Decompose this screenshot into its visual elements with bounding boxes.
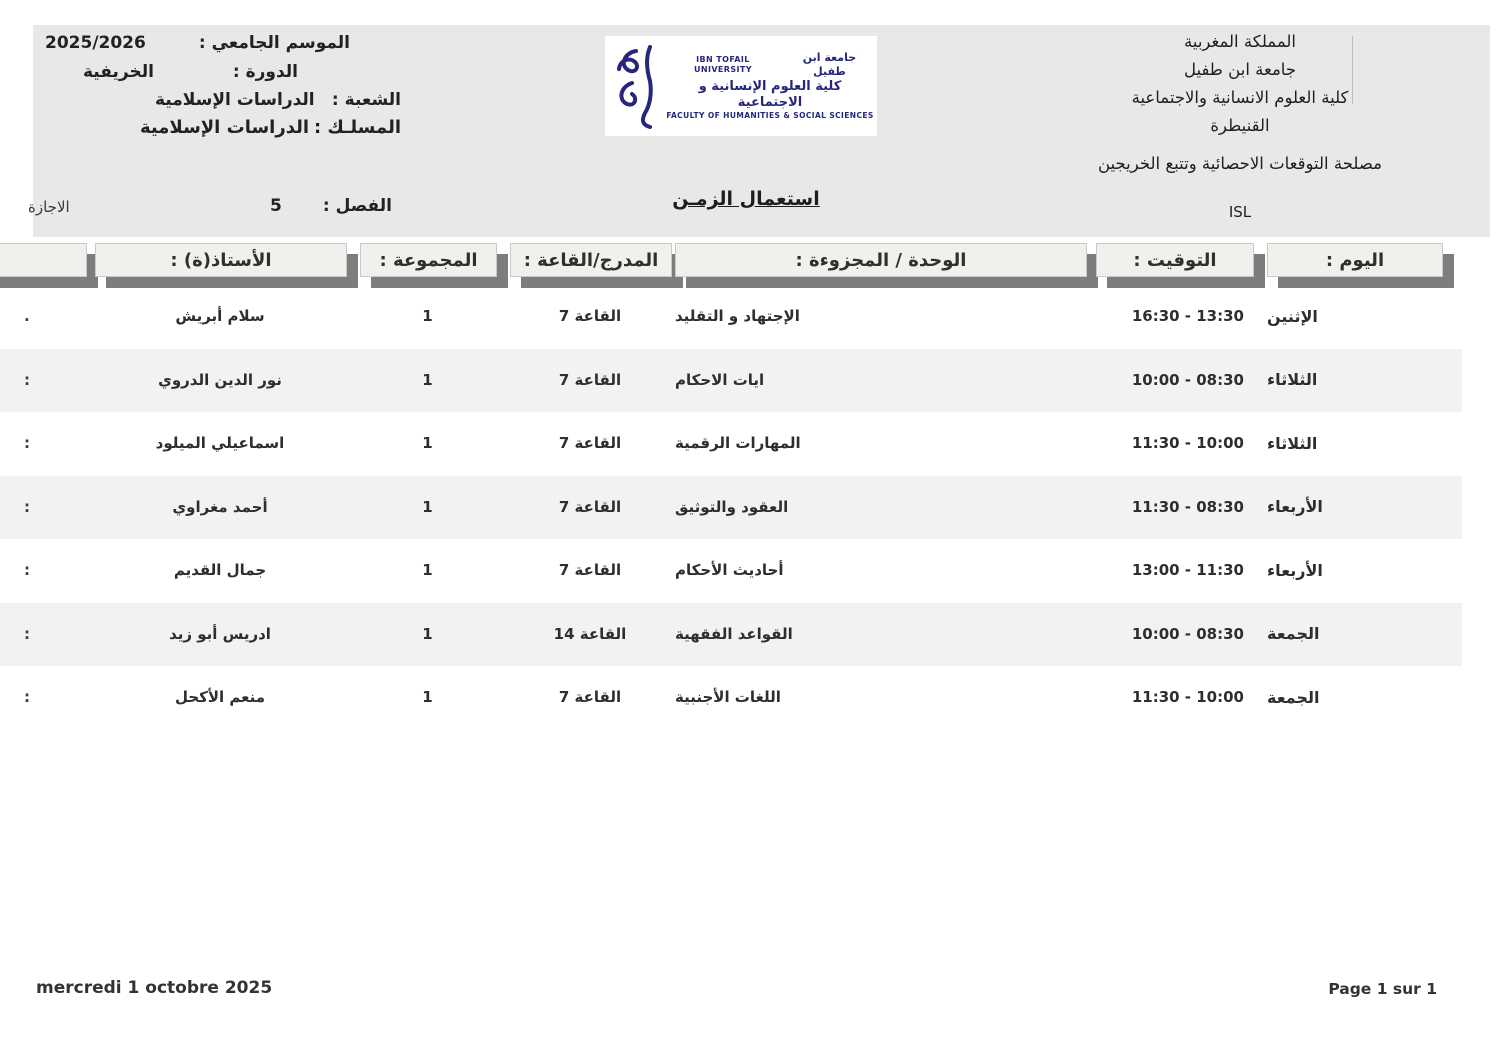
clipped-left-mark: : <box>24 561 30 579</box>
header-divider-line <box>1352 36 1353 104</box>
time-cell: 10:00 - 08:30 <box>1131 370 1244 389</box>
administration-block: المملكة المغربية جامعة ابن طفيل كلية الع… <box>1065 28 1415 226</box>
academic-year-line: الموسم الجامعي : 2025/2026 <box>45 33 350 53</box>
academic-year-value: 2025/2026 <box>45 33 146 53</box>
time-cell: 11:30 - 10:00 <box>1131 688 1244 706</box>
day-cell: الثلاثاء <box>1267 433 1318 453</box>
semester-line: الفصل : 5 <box>270 196 392 216</box>
branch-label: الشعبة : <box>331 90 401 110</box>
university-logo-mark <box>617 45 653 129</box>
group-cell: 1 <box>422 370 433 389</box>
room-cell: القاعة 7 <box>558 434 622 452</box>
logo-english-faculty: FACULTY OF HUMANITIES & SOCIAL SCIENCES <box>666 111 874 121</box>
department-line: مصلحة التوقعات الاحصائية وتتبع الخريجين <box>1097 154 1382 173</box>
professor-cell: أحمد مغراوي <box>172 497 268 516</box>
table-row: : منعم الأكحل 1 القاعة 7 اللغات الأجنبية… <box>0 666 1462 729</box>
time-cell: 11:30 - 08:30 <box>1131 497 1244 516</box>
university-line: جامعة ابن طفيل <box>1183 60 1297 79</box>
print-date: mercredi 1 octobre 2025 <box>36 978 273 998</box>
table-row: : جمال القديم 1 القاعة 7 أحاديث الأحكام … <box>0 539 1462 602</box>
group-cell: 1 <box>422 688 433 706</box>
unit-cell: الإجتهاد و التقليد <box>675 307 800 325</box>
clipped-left-mark: : <box>24 370 30 389</box>
professor-cell: سلام أبريش <box>175 307 265 325</box>
table-row: : ادريس أبو زيد 1 القاعة 14 القواعد الفق… <box>0 602 1462 666</box>
group-cell: 1 <box>422 307 433 325</box>
semester-value: 5 <box>270 196 282 216</box>
professor-cell: نور الدين الدروي <box>158 370 282 389</box>
time-cell: 16:30 - 13:30 <box>1131 307 1244 325</box>
column-header-group: المجموعة : <box>360 243 497 277</box>
logo-arabic-name: جامعة ابن طفيل <box>802 51 857 79</box>
group-cell: 1 <box>422 434 433 452</box>
column-header-day: اليوم : <box>1267 243 1443 277</box>
track-line: المسلـك : الدراسات الإسلامية <box>140 117 401 138</box>
academic-year-label: الموسم الجامعي : <box>198 33 350 53</box>
table-row: : أحمد مغراوي 1 القاعة 7 العقود والتوثيق… <box>0 475 1462 539</box>
logo-arabic-faculty: كلية العلوم الإنسانية و الاجتماعية <box>698 78 842 111</box>
faculty-line: كلية العلوم الانسانية والاجتماعية <box>1131 88 1349 107</box>
column-header-clipped <box>0 243 87 277</box>
table-row: : نور الدين الدروي 1 القاعة 7 ايات الاحك… <box>0 348 1462 412</box>
room-cell: القاعة 7 <box>558 688 622 706</box>
clipped-left-mark: . <box>24 307 30 325</box>
unit-cell: اللغات الأجنبية <box>675 688 781 706</box>
group-cell: 1 <box>422 624 433 643</box>
unit-cell: القواعد الفقهية <box>675 624 793 643</box>
clipped-left-mark: : <box>24 688 30 706</box>
day-cell: الجمعة <box>1267 624 1320 643</box>
logo-english-name: IBN TOFAIL UNIVERSITY <box>693 55 752 75</box>
time-cell: 13:00 - 11:30 <box>1131 561 1244 579</box>
city-line: القنيطرة <box>1210 116 1270 135</box>
session-value: الخريفية <box>83 62 154 82</box>
column-header-time: التوقيت : <box>1096 243 1254 277</box>
time-cell: 10:00 - 08:30 <box>1131 624 1244 643</box>
professor-cell: اسماعيلي الميلود <box>155 434 285 452</box>
room-cell: القاعة 7 <box>558 497 622 516</box>
day-cell: الأربعاء <box>1267 560 1323 580</box>
program-code: ISL <box>1228 203 1252 221</box>
room-cell: القاعة 7 <box>558 307 622 325</box>
session-line: الدورة : الخريفية <box>83 62 298 82</box>
unit-cell: العقود والتوثيق <box>675 497 789 516</box>
day-cell: الثلاثاء <box>1267 370 1318 389</box>
logo-name-line: IBN TOFAIL UNIVERSITY جامعة ابن طفيل <box>666 51 874 79</box>
degree-label: الاجازة <box>28 198 70 216</box>
clipped-left-mark: : <box>24 434 30 452</box>
day-cell: الجمعة <box>1267 687 1320 707</box>
room-cell: القاعة 14 <box>553 624 627 643</box>
day-cell: الأربعاء <box>1267 497 1323 516</box>
session-label: الدورة : <box>232 62 298 82</box>
track-label: المسلـك : <box>313 117 401 138</box>
group-cell: 1 <box>422 561 433 579</box>
professor-cell: جمال القديم <box>173 561 267 579</box>
group-cell: 1 <box>422 497 433 516</box>
unit-cell: المهارات الرقمية <box>675 434 801 452</box>
day-cell: الإثنين <box>1267 306 1318 326</box>
clipped-left-mark: : <box>24 497 30 516</box>
branch-value: الدراسات الإسلامية <box>155 90 315 110</box>
university-logo: IBN TOFAIL UNIVERSITY جامعة ابن طفيل كلي… <box>605 36 877 136</box>
professor-cell: منعم الأكحل <box>174 688 266 706</box>
column-header-unit: الوحدة / المجزوءة : <box>675 243 1087 277</box>
page-number: Page 1 sur 1 <box>1328 980 1437 998</box>
table-row: . سلام أبريش 1 القاعة 7 الإجتهاد و التقل… <box>0 285 1462 348</box>
unit-cell: ايات الاحكام <box>675 370 765 389</box>
professor-cell: ادريس أبو زيد <box>169 624 271 643</box>
page-title: استعمال الزمـن <box>672 188 820 210</box>
clipped-left-mark: : <box>24 624 30 643</box>
kingdom-line: المملكة المغربية <box>1184 32 1296 51</box>
track-value: الدراسات الإسلامية <box>140 117 310 138</box>
semester-label: الفصل : <box>322 196 392 216</box>
time-cell: 11:30 - 10:00 <box>1131 434 1244 452</box>
room-cell: القاعة 7 <box>558 561 622 579</box>
branch-line: الشعبة : الدراسات الإسلامية <box>155 90 401 110</box>
column-header-room: المدرج/القاعة : <box>510 243 672 277</box>
table-row: : اسماعيلي الميلود 1 القاعة 7 المهارات ا… <box>0 412 1462 475</box>
room-cell: القاعة 7 <box>558 370 622 389</box>
university-logo-text: IBN TOFAIL UNIVERSITY جامعة ابن طفيل كلي… <box>666 51 874 120</box>
column-header-professor: الأستاذ(ة) : <box>95 243 347 277</box>
unit-cell: أحاديث الأحكام <box>675 561 784 579</box>
